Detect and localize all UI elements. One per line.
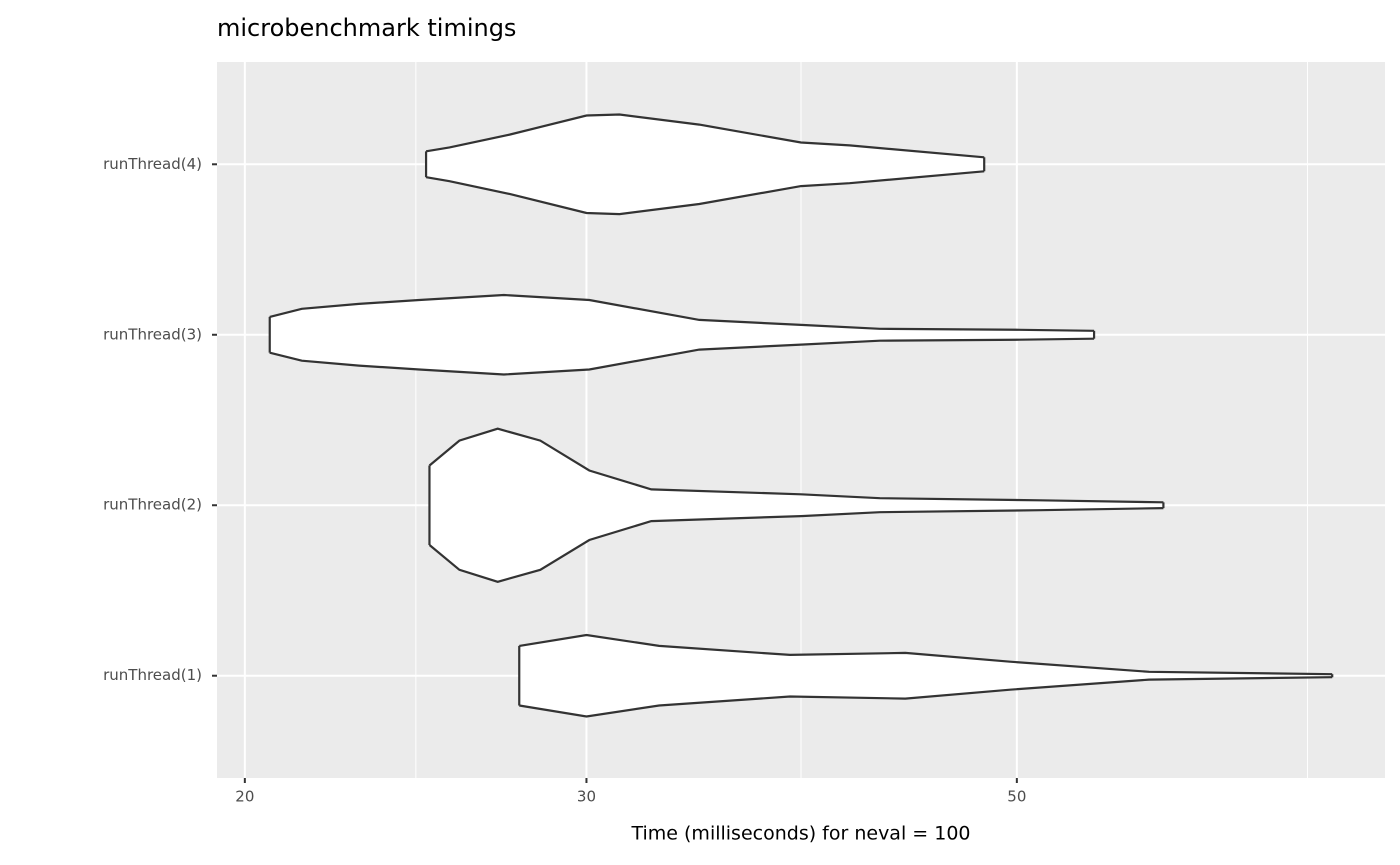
y-tick-label: runThread(2)	[103, 496, 202, 514]
y-tick-label: runThread(1)	[103, 666, 202, 684]
violin-body	[519, 635, 1333, 717]
violin-upper-edge	[519, 633, 1333, 676]
x-tick-label: 30	[577, 788, 596, 806]
x-tick-label: 50	[1007, 788, 1026, 806]
x-tick-label: 20	[235, 788, 254, 806]
violin-body	[429, 428, 1164, 582]
violin-lower-edge	[519, 676, 1333, 718]
violin-body	[269, 295, 1095, 375]
violin-lower-edge	[425, 170, 985, 216]
y-tick-label: runThread(3)	[103, 325, 202, 343]
violin-lower-edge	[269, 337, 1095, 376]
x-axis-title: Time (milliseconds) for neval = 100	[630, 823, 970, 845]
violin-upper-edge	[269, 293, 1095, 332]
chart-title: microbenchmark timings	[217, 14, 516, 42]
violin-lower-edge	[428, 507, 1164, 583]
violin-upper-edge	[425, 113, 985, 159]
y-tick-label: runThread(4)	[103, 155, 202, 173]
violin-body	[426, 114, 985, 215]
violin-upper-edge	[428, 427, 1164, 504]
